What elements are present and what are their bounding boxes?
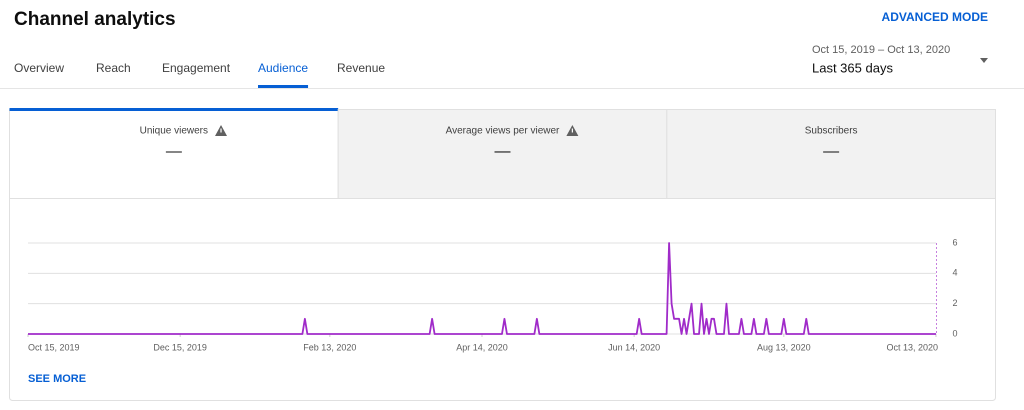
metric-value: — [823,143,839,160]
active-card-indicator [9,108,339,111]
y-tick-label: 4 [952,268,957,278]
warning-icon-mark [220,128,222,133]
metric-card[interactable] [9,109,339,199]
y-tick-label: 0 [952,328,957,338]
x-tick-label: Apr 14, 2020 [456,342,508,352]
metric-value: — [166,143,182,160]
x-tick-label: Oct 13, 2020 [886,342,938,352]
x-tick-label: Aug 13, 2020 [757,342,811,352]
nav-tab[interactable]: Overview [14,61,64,75]
metric-label: Average views per viewer [446,126,560,137]
metric-label: Subscribers [805,126,858,137]
date-range-label[interactable]: Last 365 days [812,60,893,75]
nav-tab[interactable]: Engagement [162,61,231,75]
advanced-mode-button[interactable]: ADVANCED MODE [882,10,988,24]
x-tick-label: Oct 15, 2019 [28,342,80,352]
warning-icon-mark [571,128,573,133]
x-tick-label: Jun 14, 2020 [608,342,660,352]
metric-card[interactable] [666,109,996,199]
see-more-button[interactable]: SEE MORE [28,373,86,385]
page-title: Channel analytics [14,9,176,30]
active-tab-indicator [258,85,309,88]
metric-value: — [495,143,511,160]
nav-tab[interactable]: Audience [258,61,308,75]
nav-tab[interactable]: Revenue [337,61,385,75]
x-tick-label: Feb 13, 2020 [303,342,356,352]
x-tick-label: Dec 15, 2019 [153,342,207,352]
date-range: Oct 15, 2019 – Oct 13, 2020 [812,44,950,56]
nav-tab[interactable]: Reach [96,61,131,75]
metric-card[interactable] [337,109,668,199]
y-tick-label: 6 [952,237,957,247]
data-line [28,242,936,335]
y-tick-label: 2 [952,298,957,308]
dropdown-arrow[interactable] [980,58,988,63]
metric-label: Unique viewers [140,126,208,137]
